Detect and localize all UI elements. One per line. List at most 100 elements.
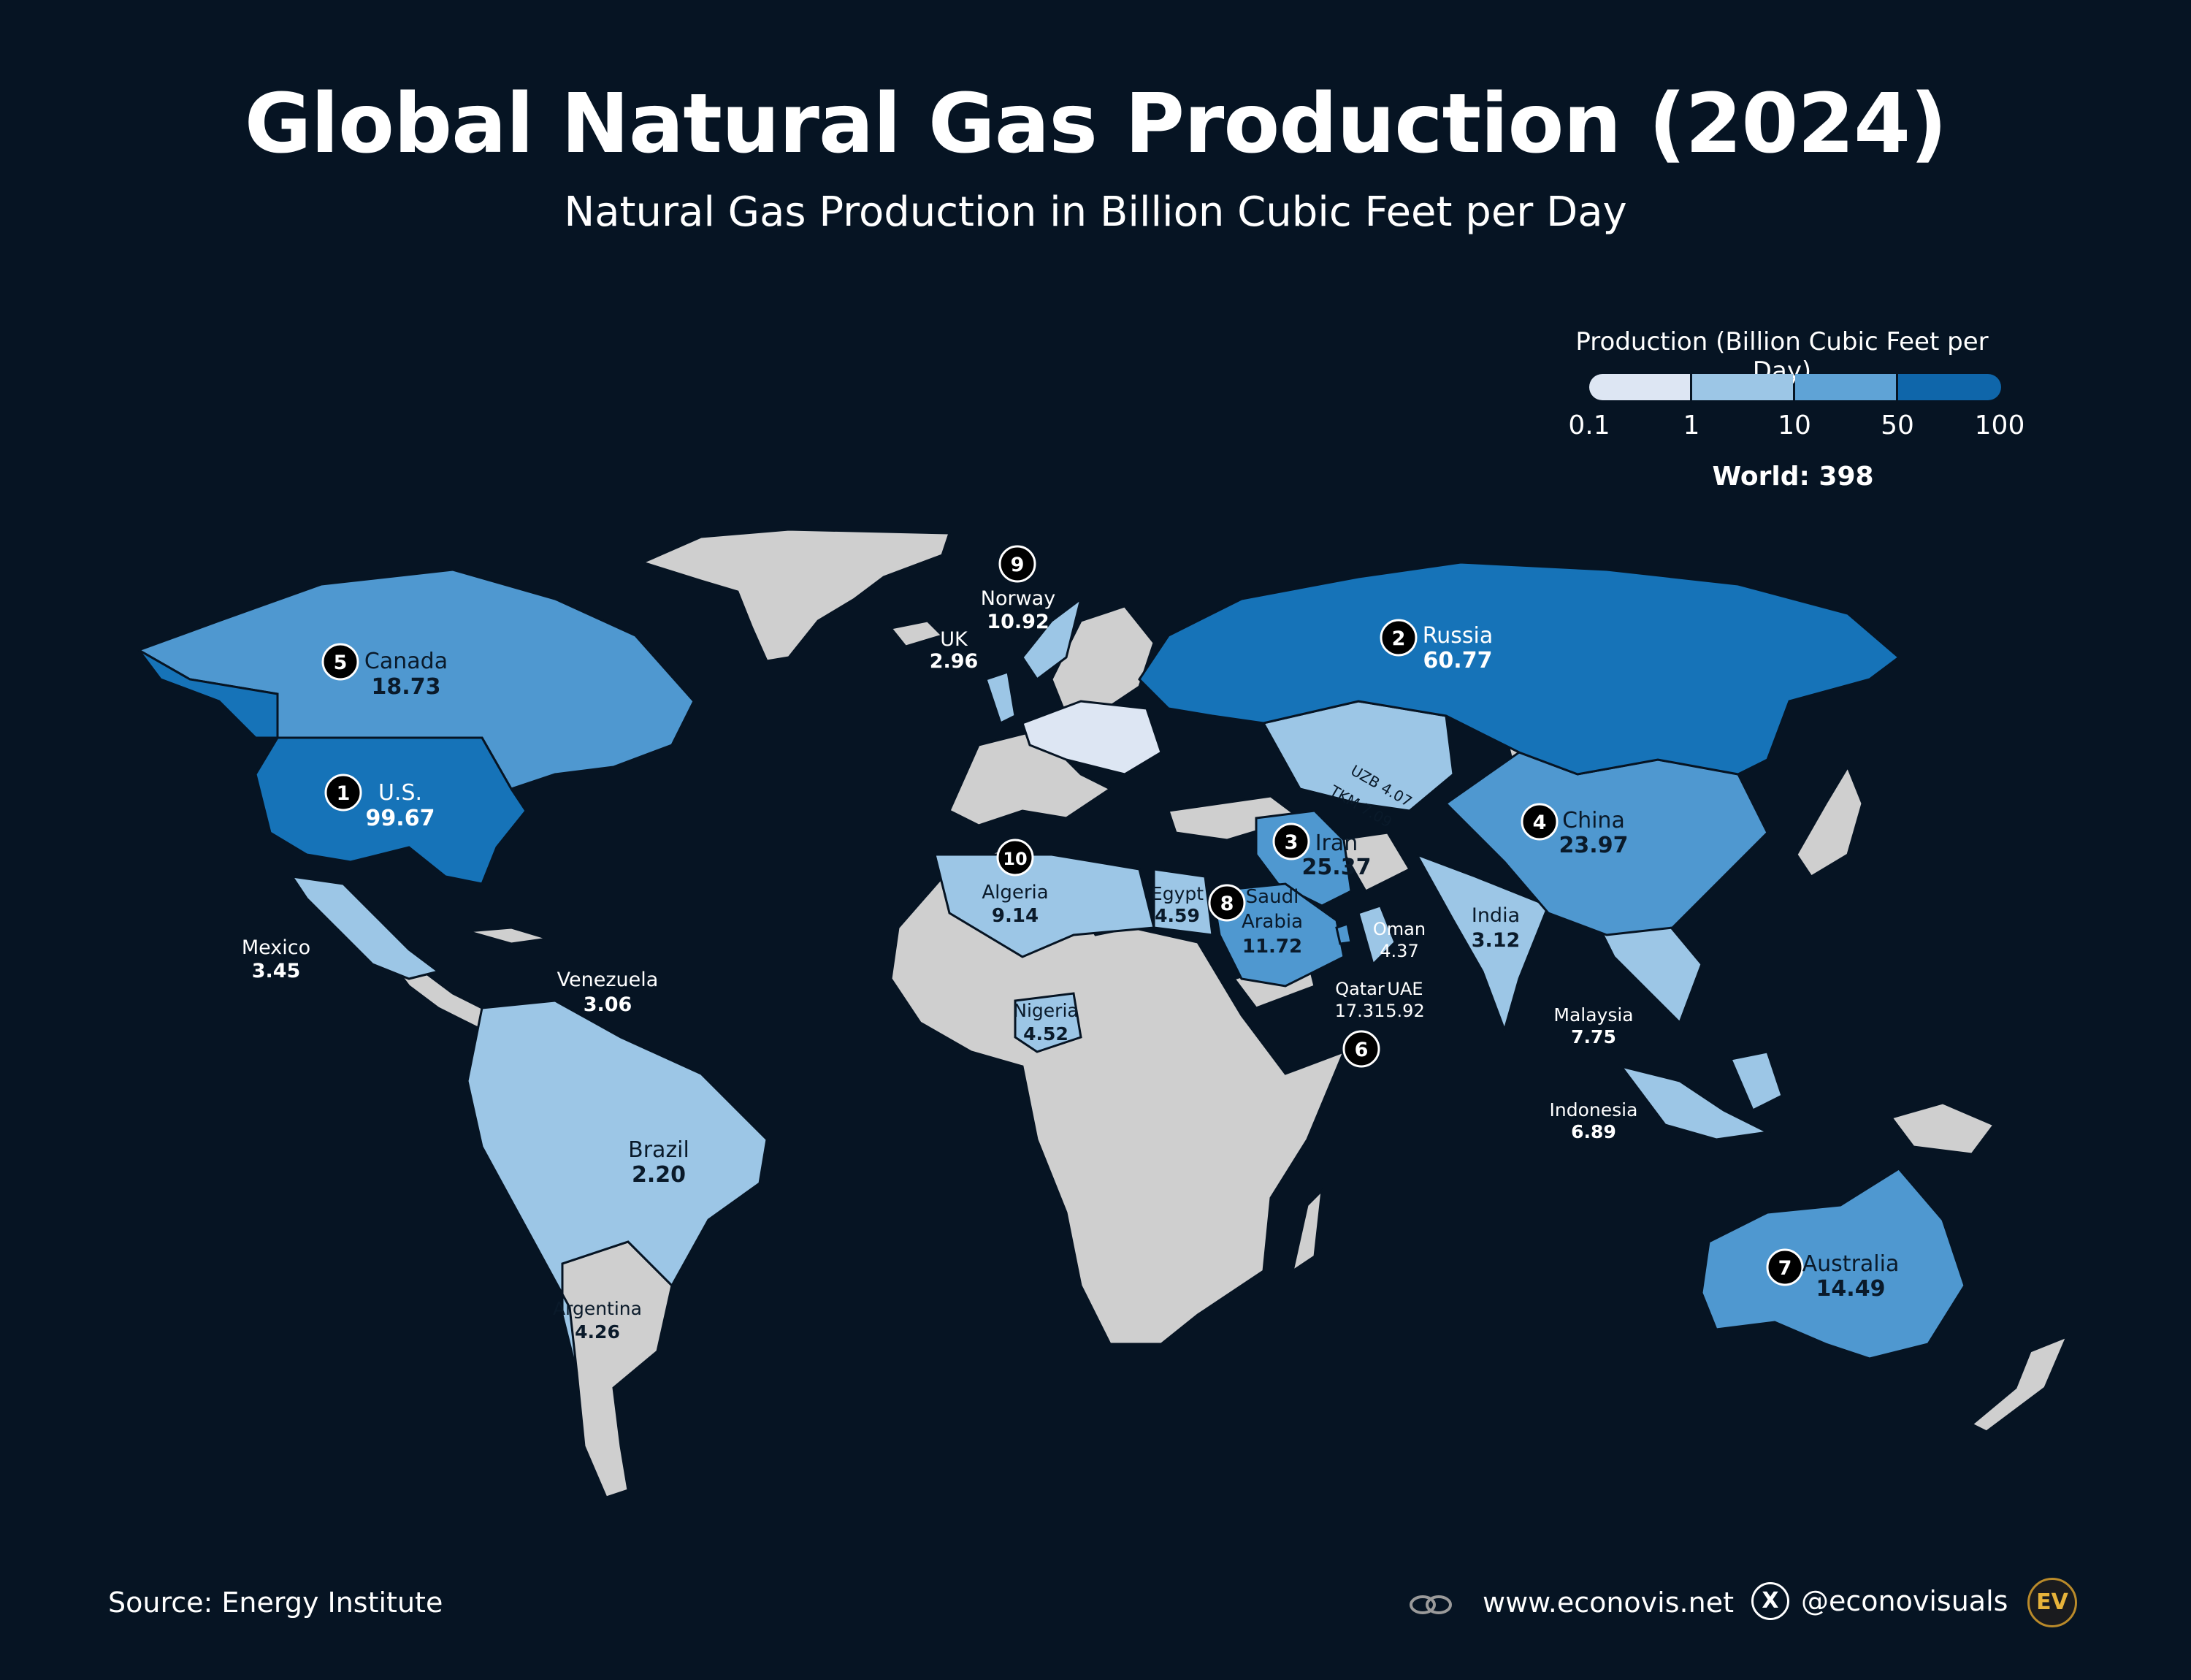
rank-number: 2 [1392,627,1406,650]
landmass-50-to-100 [137,561,1901,885]
label-malaysia-value: 7.75 [1571,1026,1616,1047]
label-china-name: China [1562,808,1625,833]
india-shape [1414,852,1550,1034]
norway-shape [1021,596,1083,681]
world-total: World: 398 [1712,462,1874,492]
label-nigeria-value: 4.52 [1023,1023,1068,1045]
australia-shape [1700,1167,1966,1360]
label-mexico-name: Mexico [242,936,310,959]
label-uk-value: 2.96 [930,650,979,673]
source-credit: Source: Energy Institute [108,1587,443,1619]
label-russia-name: Russia [1423,623,1494,649]
label-norway-name: Norway [981,587,1055,610]
label-algeria-value: 9.14 [992,905,1039,927]
label-india-name: India [1472,904,1520,927]
japan [1795,764,1864,879]
madagascar [1290,1187,1323,1274]
label-uae-name: UAE [1387,979,1423,999]
rank-badge-australia: 7 [1766,1248,1804,1286]
label-saudi-name-line1: Saudi [1246,886,1299,908]
econovis-logo-icon: EV [2027,1578,2077,1627]
rank-number: 6 [1355,1039,1369,1061]
legend-tick: 1 [1683,411,1700,440]
rank-badge-saudi: 8 [1208,884,1246,922]
borneo-shape [1729,1050,1783,1112]
label-canada-name: Canada [364,649,448,674]
south-america-shape [466,999,768,1374]
rank-number: 3 [1285,831,1299,854]
legend-color-bar [1589,374,2001,400]
map-labels: 1 2 3 4 5 6 7 [242,545,1900,1343]
website-link[interactable]: www.econovis.net [1483,1587,1734,1619]
label-nigeria-name: Nigeria [1013,1000,1078,1021]
label-venezuela-name: Venezuela [557,969,659,991]
afghanistan [1334,831,1412,893]
legend-segment-10-50 [1795,374,1896,400]
oman-uae-shape [1357,904,1396,966]
new-guinea [1889,1101,1996,1156]
label-china-value: 23.97 [1559,833,1629,858]
label-mexico-value: 3.45 [252,960,301,982]
label-qatar-name: Qatar [1335,979,1385,999]
label-uk-name: UK [940,628,968,651]
rank-number: 9 [1011,554,1025,576]
uk-shape [984,671,1017,725]
label-australia-name: Australia [1802,1251,1900,1277]
mexico-shape [289,875,441,980]
label-saudi-value: 11.72 [1242,936,1302,958]
greenland [639,528,952,663]
legend-segment-1-10 [1692,374,1793,400]
label-algeria-name: Algeria [982,882,1048,904]
indonesia-shape [1618,1064,1771,1141]
label-australia-value: 14.49 [1816,1276,1886,1302]
rank-badge-us: 1 [324,774,362,812]
landmass-1-to-10 [289,596,1783,1374]
link-chain-icon [1410,1595,1452,1614]
label-india-value: 3.12 [1472,929,1521,952]
legend-tick: 100 [1974,411,2025,440]
rank-number: 5 [334,652,348,674]
landmass-no-data [383,528,2069,1499]
legend-tick: 0.1 [1568,411,1610,440]
label-indonesia-name: Indonesia [1550,1099,1638,1120]
label-malaysia-name: Malaysia [1553,1004,1633,1026]
label-norway-value: 10.92 [987,611,1049,633]
page-subtitle: Natural Gas Production in Billion Cubic … [564,188,1627,236]
label-qatar-value: 17.31 [1335,1001,1385,1021]
x-logo-icon: X [1751,1582,1789,1620]
label-argentina-name: Argentina [553,1298,642,1319]
label-oman-name: Oman [1373,919,1426,939]
rank-badge-norway: 9 [998,545,1036,583]
rank-badge-russia: 2 [1380,619,1418,657]
legend-segment-0-1 [1589,374,1690,400]
label-egypt-name: Egypt [1151,883,1204,904]
legend-segment-50-100 [1898,374,2001,400]
qatar-shape [1335,923,1353,945]
label-us-value: 99.67 [366,806,435,831]
label-oman-value: 4.37 [1380,941,1418,961]
label-iran-name: Iran [1315,831,1358,856]
label-venezuela-value: 3.06 [584,993,632,1016]
rank-badge-algeria: 10 [996,839,1034,877]
legend-tick: 10 [1778,411,1811,440]
rank-number: 8 [1220,893,1234,915]
label-brazil-name: Brazil [628,1137,689,1163]
label-us-name: U.S. [378,780,422,806]
egypt-shape [1152,868,1214,936]
social-handle-link[interactable]: @econovisuals [1801,1585,2008,1617]
landmass-under-1 [1021,700,1163,776]
label-iran-value: 25.37 [1302,855,1372,880]
cuba [467,926,548,945]
label-indonesia-value: 6.89 [1571,1121,1616,1142]
page-title: Global Natural Gas Production (2024) [244,77,1948,172]
rank-badge-qatar: 6 [1342,1030,1380,1068]
new-zealand [1970,1335,2069,1433]
label-uae-value: 5.92 [1385,1001,1424,1021]
label-canada-value: 18.73 [372,674,441,700]
us-shape [254,736,527,885]
russia-shape [1138,561,1901,776]
rank-number: 7 [1778,1257,1792,1280]
rank-number: 1 [337,782,351,805]
